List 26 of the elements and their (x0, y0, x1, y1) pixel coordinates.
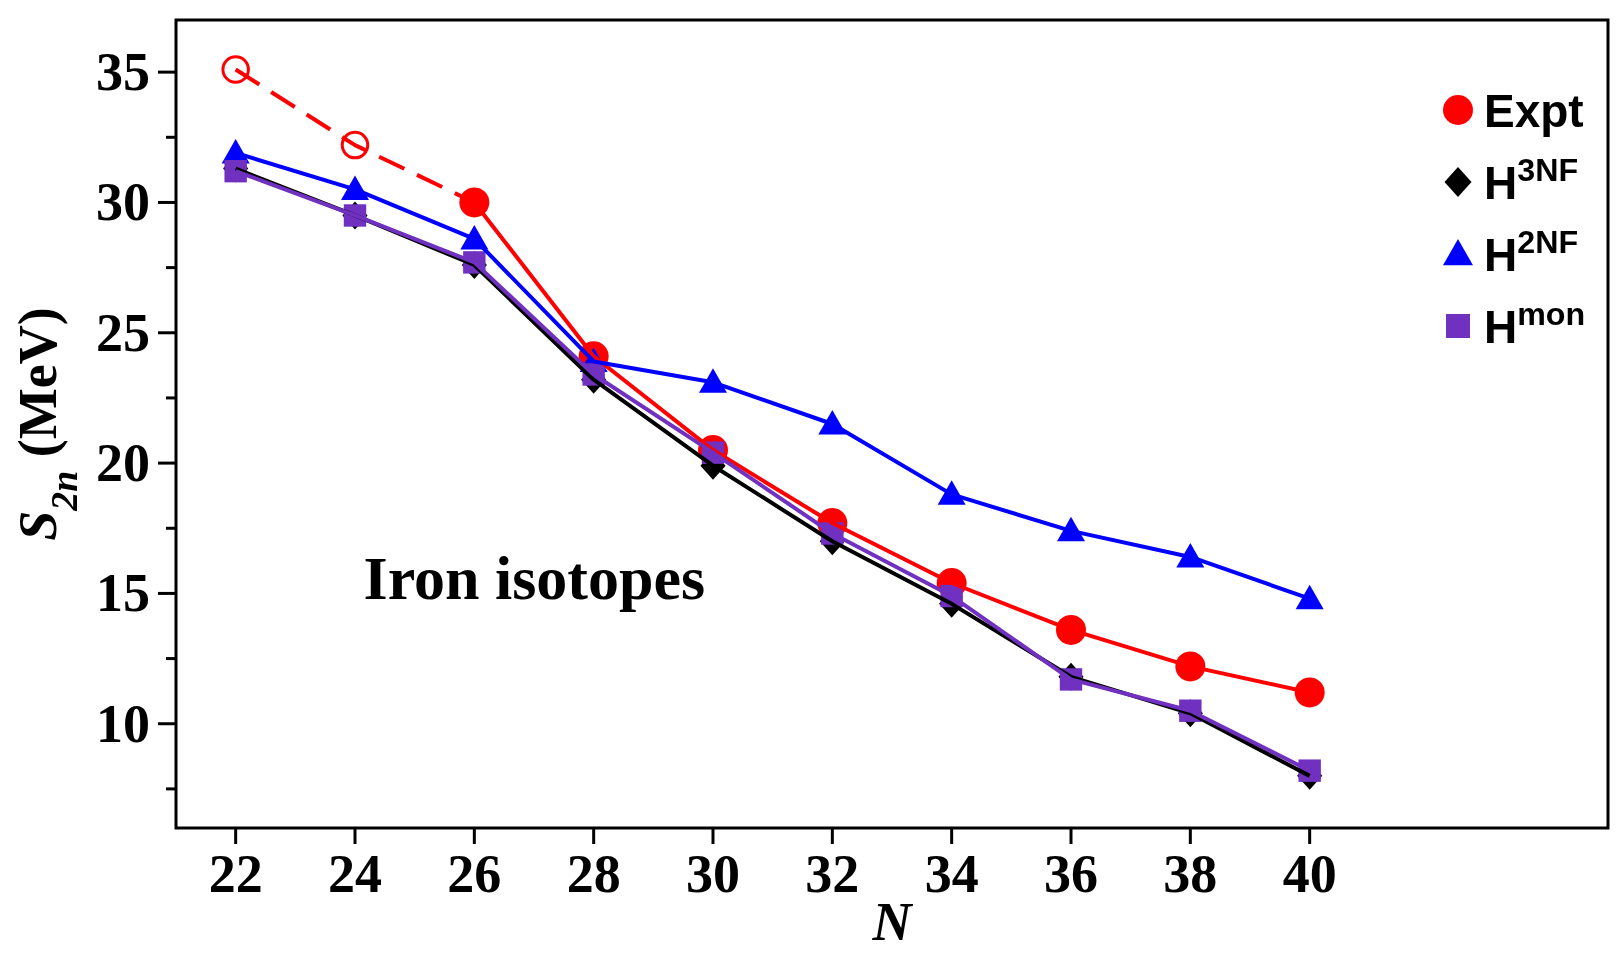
x-tick-label: 38 (1163, 844, 1218, 904)
point (340, 130, 370, 160)
x-tick-label: 28 (566, 844, 621, 904)
legend-label: H$^{2NF}$ (1484, 224, 1579, 281)
y-tick-label: 20 (96, 433, 150, 494)
y-tick-label: 15 (96, 563, 150, 624)
x-tick-label: 26 (447, 844, 502, 904)
y-tick-label: 35 (96, 42, 150, 103)
y-tick-label: 10 (96, 693, 150, 754)
point (1294, 677, 1325, 708)
legend-label: Expt (1484, 85, 1584, 137)
x-tick-label: 30 (686, 844, 740, 904)
x-tick-label: 34 (924, 844, 979, 904)
x-tick-label: 24 (328, 844, 382, 904)
legend-label: H$^{3NF}$ (1484, 152, 1579, 209)
x-axis-title: N (871, 892, 914, 952)
x-tick-label: 32 (805, 844, 860, 904)
y-tick-label: 25 (96, 302, 150, 363)
point (1295, 584, 1324, 610)
y-tick-label: 30 (96, 172, 150, 233)
annotation: Iron isotopes (363, 543, 706, 612)
legend-label: H$^{mon}$ (1484, 296, 1586, 353)
x-tick-label: 36 (1044, 844, 1098, 904)
x-tick-label: 40 (1282, 844, 1337, 904)
x-tick-label: 22 (208, 844, 263, 904)
point (221, 55, 250, 84)
